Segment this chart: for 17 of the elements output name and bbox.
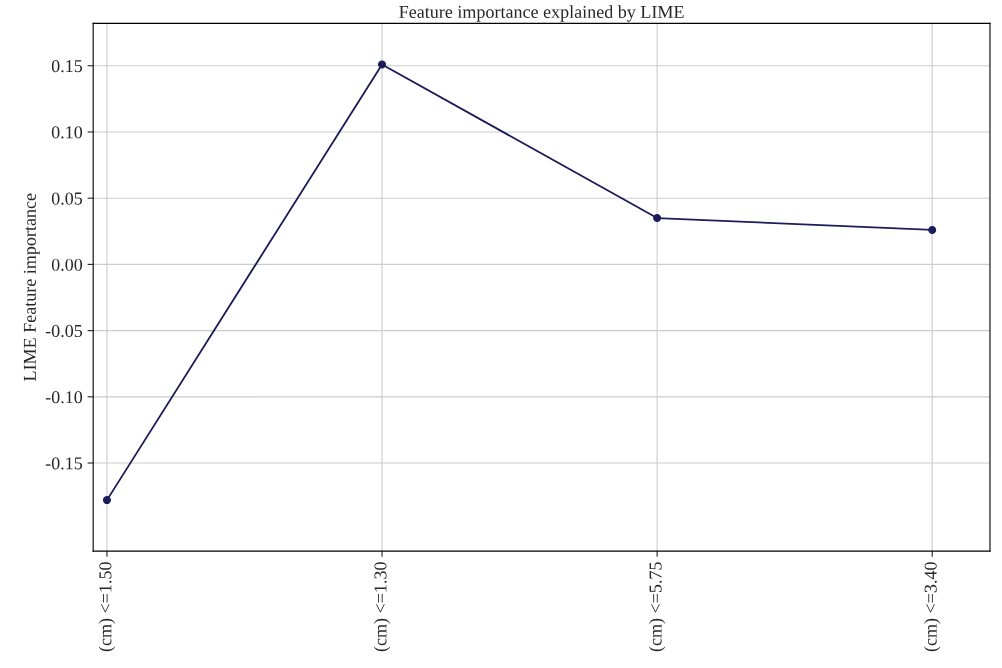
y-tick-label: -0.05 xyxy=(45,324,83,338)
x-tick-label: (cm) <=1.50 xyxy=(98,562,116,652)
y-tick-label: 0.05 xyxy=(51,192,83,205)
y-tick-label: -0.15 xyxy=(45,457,83,470)
y-tick-label: -0.10 xyxy=(45,391,83,404)
point xyxy=(378,60,387,69)
y-tick-label: 0.15 xyxy=(51,60,83,73)
y-tick-label: 0.10 xyxy=(51,126,83,139)
point xyxy=(102,496,111,505)
y-axis-title: LIME Feature importance xyxy=(23,193,40,381)
point xyxy=(653,214,662,223)
x-tick-label: (cm) <=1.30 xyxy=(373,562,391,652)
x-tick-label: (cm) <=3.40 xyxy=(924,562,941,652)
y-tick-label: 0.00 xyxy=(51,258,83,271)
chart-title: Feature importance explained by LIME xyxy=(399,5,684,22)
point xyxy=(928,225,937,234)
x-tick-label: (cm) <=5.75 xyxy=(648,562,666,652)
